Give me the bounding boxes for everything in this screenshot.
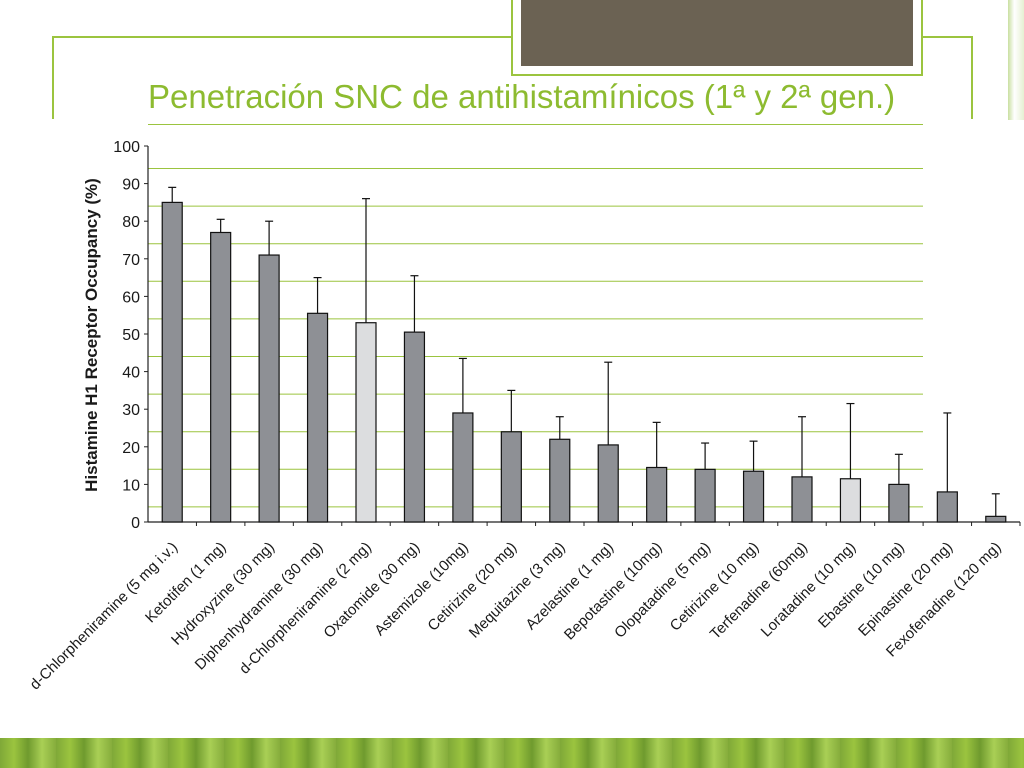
title-underline (148, 124, 923, 125)
y-tick-label: 0 (131, 515, 140, 532)
bar-16 (936, 491, 958, 523)
bar-2 (258, 254, 280, 523)
y-tick-label: 50 (122, 327, 140, 344)
y-tick-label: 20 (122, 440, 140, 457)
y-tick-label: 100 (113, 139, 140, 156)
y-axis-label: Histamine H1 Receptor Occupancy (%) (82, 178, 101, 492)
bar-6 (452, 412, 474, 523)
y-tick-label: 40 (122, 365, 140, 382)
bar-10 (646, 466, 668, 523)
bar-12 (742, 470, 765, 523)
bar-9 (597, 444, 619, 523)
error-bars (168, 186, 1000, 517)
bars (161, 201, 1007, 523)
y-tick-label: 30 (122, 402, 140, 419)
y-tick-label: 10 (122, 477, 140, 494)
bottom-decor-band (0, 738, 1024, 768)
bar-1 (210, 231, 232, 523)
frame-top-line (52, 36, 512, 38)
y-tick-labels: 0 10 20 30 40 50 60 70 80 90 100 (113, 139, 140, 532)
bar-8 (549, 438, 571, 523)
x-tick-label: Cetirizine (10 mg) (667, 539, 763, 635)
bar-0 (161, 201, 183, 523)
top-decor-box-fill (521, 0, 913, 66)
y-tick-label: 70 (122, 252, 140, 269)
x-tick-label: Ebastine (10 mg) (815, 539, 908, 632)
x-tick-label: Azelastine (1 mg) (522, 539, 617, 634)
bar-7 (500, 431, 522, 523)
bar-14 (839, 478, 862, 523)
right-decor-strip (1008, 0, 1024, 120)
bar-11 (694, 468, 716, 523)
y-tick-label: 60 (122, 289, 140, 306)
bar-3 (306, 312, 329, 523)
bar-15 (888, 483, 910, 523)
y-tick-label: 90 (122, 177, 140, 194)
frame-right-line (971, 36, 973, 119)
frame-left-line (52, 36, 54, 119)
bar-13 (791, 476, 813, 523)
bar-5 (403, 331, 426, 523)
x-tick-label: Cetirizine (20 mg) (424, 539, 520, 635)
y-tick-label: 80 (122, 214, 140, 231)
slide-title: Penetración SNC de antihistamínicos (1ª … (148, 78, 896, 115)
frame-top-line-right (922, 36, 972, 38)
axes (144, 145, 1021, 526)
bar-17 (985, 515, 1007, 523)
bar-4 (355, 322, 377, 523)
x-tick-labels: d-Chlorpheniramine (5 mg i.v.)Ketotifen … (27, 539, 1005, 693)
top-decor-box (511, 0, 923, 76)
